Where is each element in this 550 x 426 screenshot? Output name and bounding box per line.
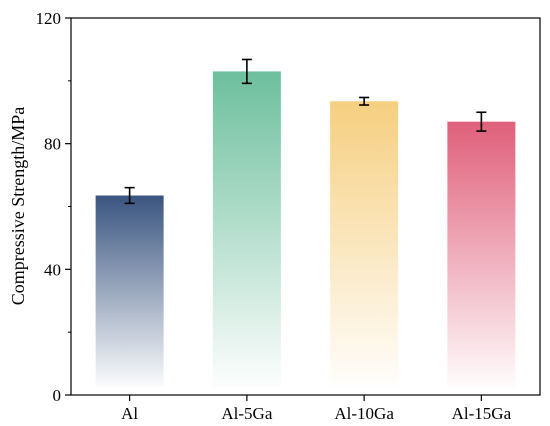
y-axis-title: Compressive Strength/MPa [8,107,28,306]
y-tick-label: 40 [44,260,61,279]
x-tick-label: Al-15Ga [452,404,512,423]
bar-al-15ga [447,121,516,388]
error-bar-al [124,186,135,205]
bar-al-5ga [212,71,281,388]
bar-al [95,195,164,387]
y-tick-label: 80 [44,135,61,154]
y-tick-label: 120 [36,9,62,28]
error-bar-al-10ga [359,96,370,106]
bar-al-10ga [330,101,399,388]
error-bar-al-15ga [476,111,487,132]
error-bar-al-5ga [241,58,252,85]
x-tick-label: Al-10Ga [334,404,394,423]
x-tick-label: Al [121,404,138,423]
y-tick-label: 0 [53,386,62,405]
x-tick-label: Al-5Ga [221,404,272,423]
